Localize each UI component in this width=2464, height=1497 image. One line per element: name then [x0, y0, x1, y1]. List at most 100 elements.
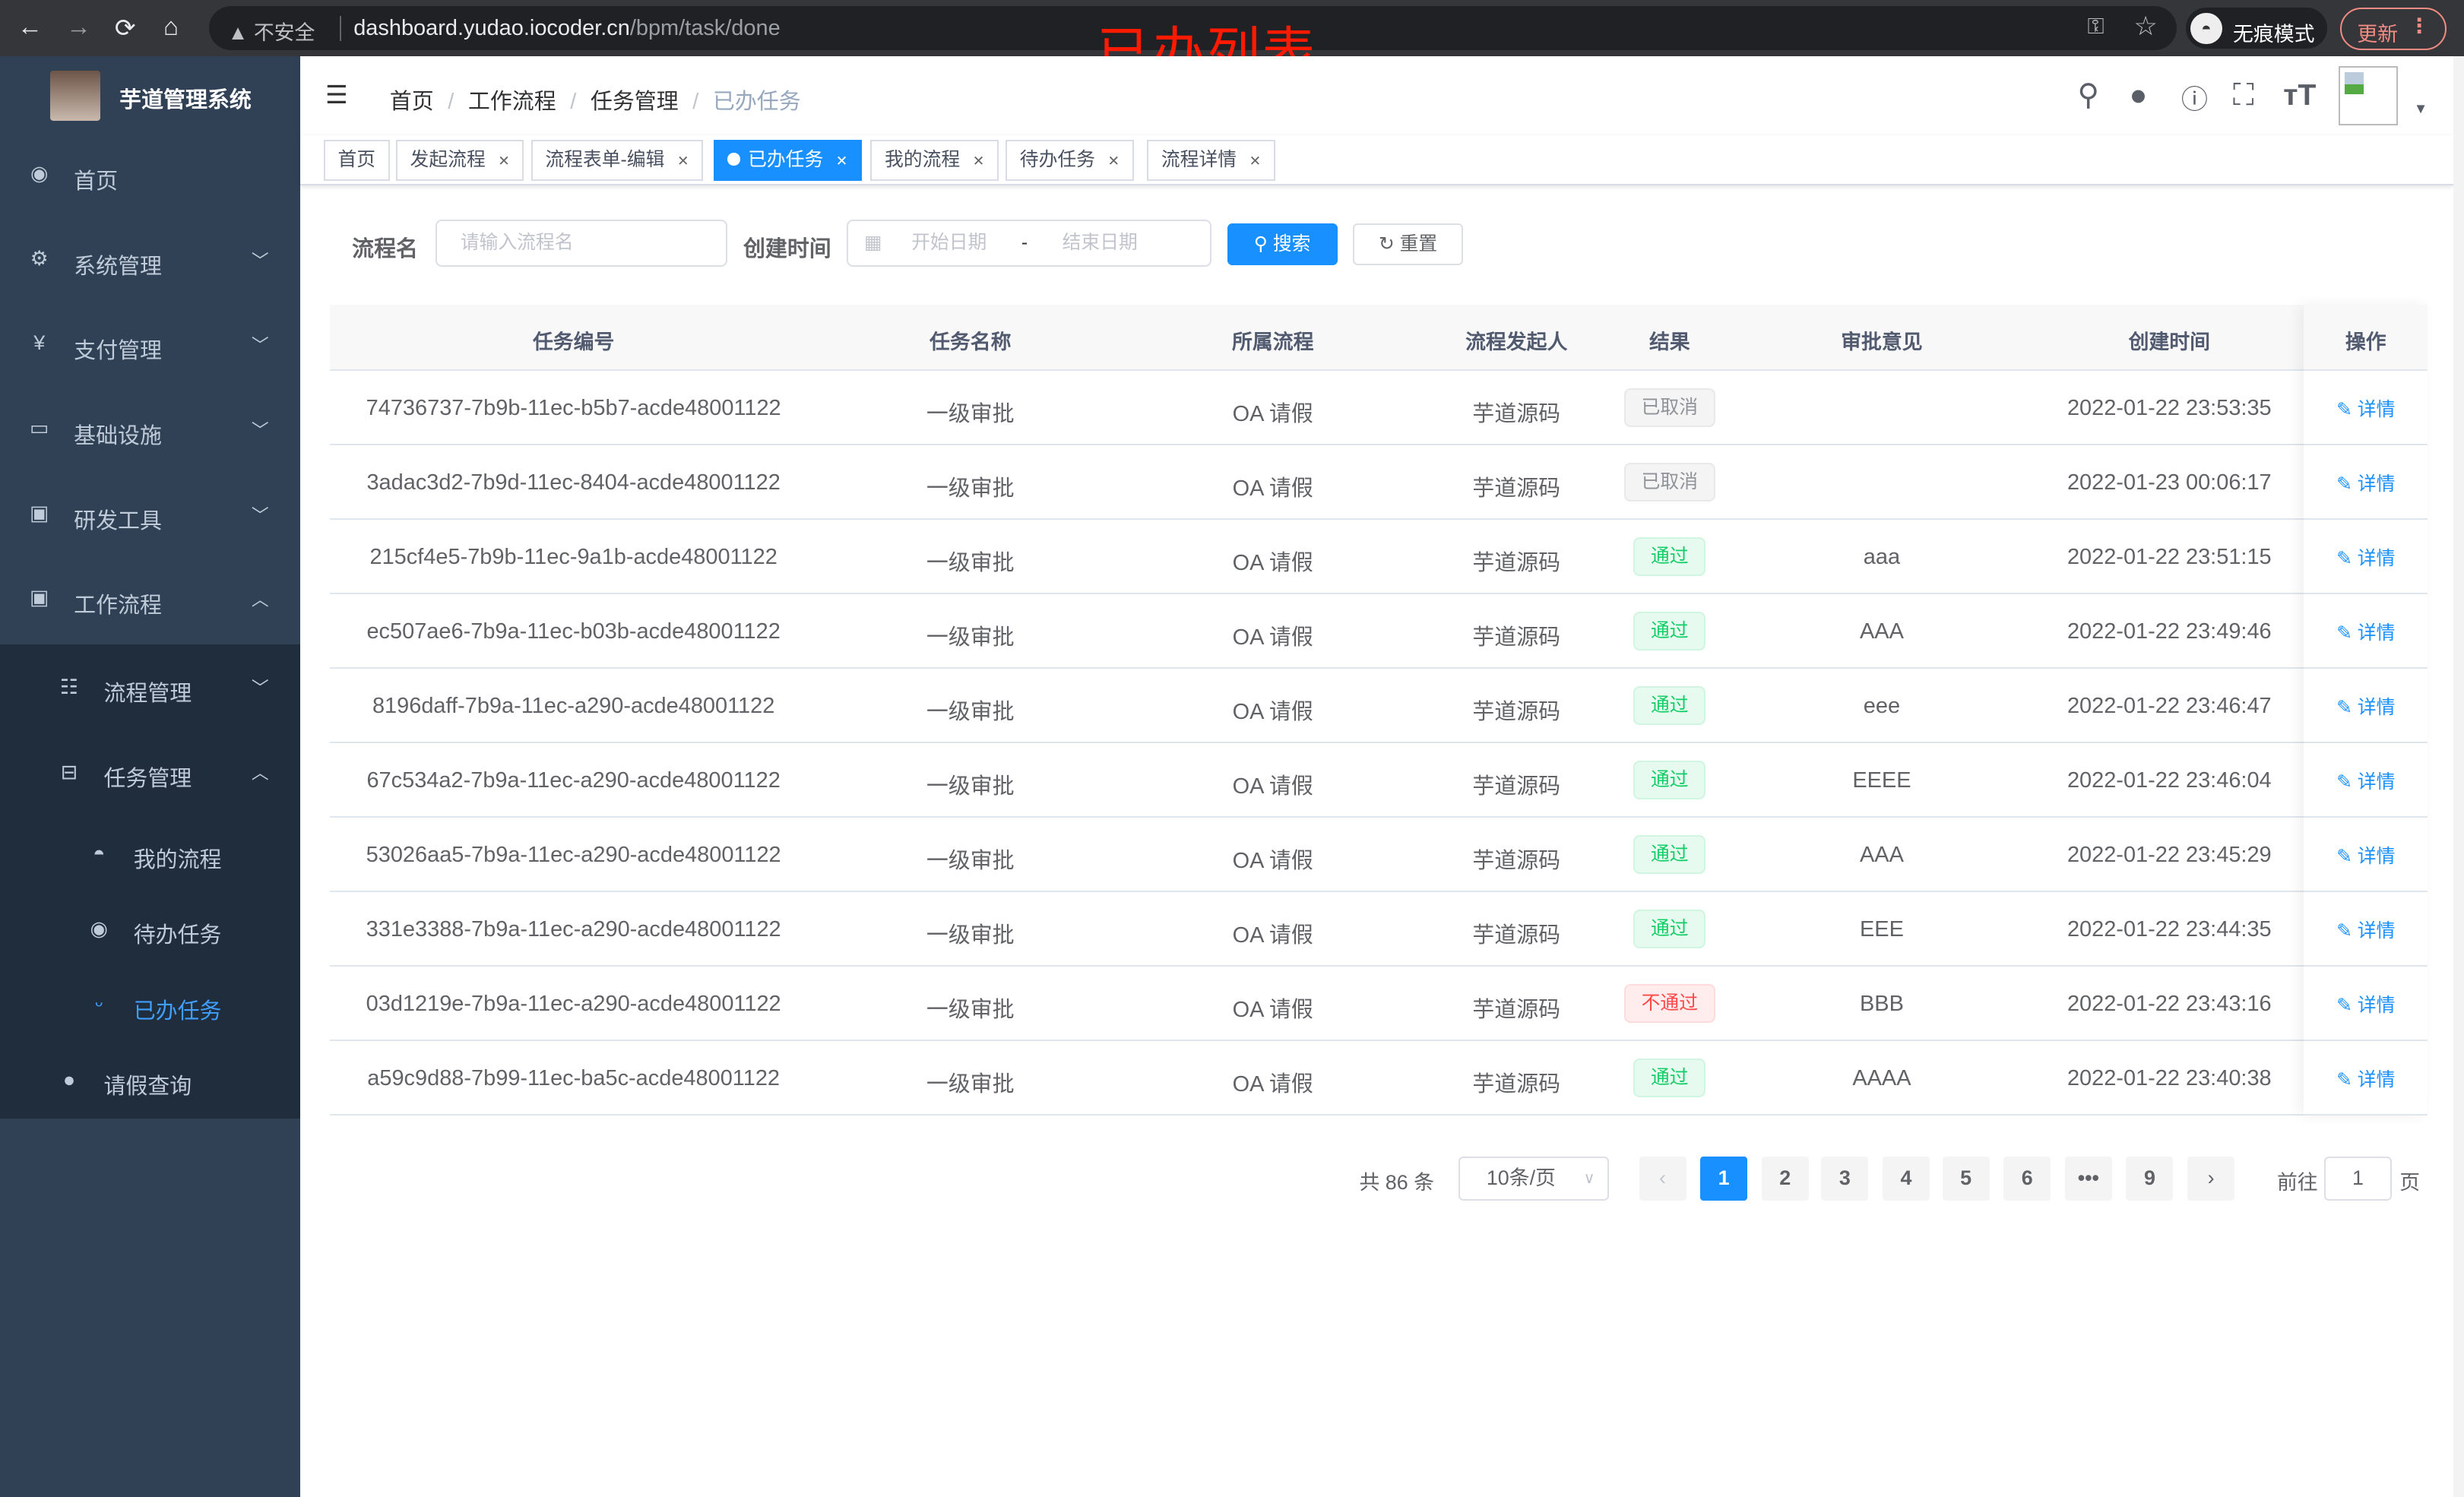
start-date-input[interactable]: 开始日期 [911, 233, 987, 254]
breadcrumb-item: 已办任务 [712, 89, 801, 114]
close-icon[interactable]: ✕ [972, 153, 985, 169]
close-icon[interactable]: ✕ [835, 153, 848, 169]
detail-button[interactable]: ✎ 详情 [2304, 841, 2428, 869]
search-button[interactable]: ⚲ 搜索 [1227, 223, 1338, 266]
detail-button[interactable]: ✎ 详情 [2304, 469, 2428, 496]
detail-button[interactable]: ✎ 详情 [2304, 990, 2428, 1018]
caret-down-icon[interactable]: ▼ [2413, 100, 2428, 117]
sidebar-item[interactable]: ¥ 支付管理 ﹀ [0, 305, 300, 390]
close-icon[interactable]: ✕ [498, 153, 510, 169]
table-cell: OA 请假 [1232, 402, 1313, 427]
tag-item[interactable]: 已办任务 ✕ [713, 140, 862, 181]
sidebar-item[interactable]: ▣ 研发工具 ﹀ [0, 474, 300, 559]
reset-button[interactable]: ↻ 重置 [1353, 223, 1463, 266]
table-row: 8196daff-7b9a-11ec-a290-acde48001122 一级审批… [330, 668, 2428, 743]
tag-item[interactable]: 发起流程 ✕ [396, 140, 524, 181]
sidebar-subitem[interactable]: ☷ 流程管理 ﹀ [0, 650, 300, 729]
page-button[interactable]: 9 [2126, 1156, 2174, 1201]
tag-item[interactable]: 流程表单-编辑 ✕ [530, 140, 704, 181]
sidebar-subitem[interactable]: ᵕ 已办任务 [0, 968, 300, 1046]
end-date-input[interactable]: 结束日期 [1062, 233, 1138, 254]
breadcrumb-item[interactable]: 首页 [389, 89, 434, 114]
page-button[interactable]: 2 [1761, 1156, 1809, 1201]
detail-button[interactable]: ✎ 详情 [2304, 692, 2428, 720]
page-button[interactable]: 5 [1942, 1156, 1990, 1201]
goto-page-input[interactable]: 1 [2323, 1156, 2392, 1201]
address-bar[interactable]: ▲ 不安全 dashboard.yudao.iocoder.cn/bpm/tas… [208, 6, 2177, 51]
chevron-down-icon: ﹀ [251, 419, 269, 440]
status-badge: 通过 [1633, 536, 1706, 577]
list-icon: ☷ [59, 676, 78, 699]
sidebar-item[interactable]: ◉ 首页 [0, 135, 300, 220]
page-button[interactable]: 1 [1700, 1156, 1748, 1201]
sidebar-item-label: 基础设施 [74, 423, 162, 448]
page-size-select[interactable]: 10条/页 ∨ [1458, 1156, 1610, 1201]
sidebar-subitem[interactable]: ● 请假查询 [0, 1043, 300, 1122]
incognito-label: 无痕模式 [2233, 22, 2315, 46]
close-icon[interactable]: ✕ [1107, 153, 1120, 169]
sidebar-item[interactable]: ⚙ 系统管理 ﹀ [0, 220, 300, 305]
scrollbar[interactable] [2453, 56, 2464, 1497]
sidebar-item[interactable]: ▭ 基础设施 ﹀ [0, 390, 300, 475]
sidebar-item[interactable]: ▣ 工作流程 ︿ [0, 559, 300, 644]
sidebar-subitem[interactable]: ⊟ 任务管理 ︿ [0, 736, 300, 814]
prev-page-button[interactable]: ‹ [1639, 1156, 1686, 1201]
detail-button[interactable]: ✎ 详情 [2304, 543, 2428, 571]
sidebar-subitem[interactable]: ◓ 我的流程 [0, 817, 300, 895]
close-icon[interactable]: ✕ [1249, 153, 1262, 169]
home-icon[interactable]: ⌂ [163, 12, 179, 41]
result-cell: 已取消 [1610, 445, 1728, 519]
star-icon[interactable]: ☆ [2133, 11, 2158, 42]
table-cell: 2022-01-22 23:45:29 [2067, 843, 2272, 868]
detail-button[interactable]: ✎ 详情 [2304, 1065, 2428, 1092]
process-name-input[interactable]: 请输入流程名 [435, 220, 728, 267]
incognito-badge[interactable]: ◓ 无痕模式 [2186, 8, 2328, 49]
table-cell: a59c9d88-7b99-11ec-ba5c-acde48001122 [367, 1066, 781, 1091]
detail-button[interactable]: ✎ 详情 [2304, 916, 2428, 943]
fullscreen-icon[interactable]: ⛶ [2233, 78, 2254, 112]
table-cell: 2022-01-22 23:53:35 [2067, 396, 2272, 421]
forward-icon[interactable]: → [65, 12, 91, 41]
result-cell: 通过 [1610, 669, 1728, 742]
tag-item[interactable]: 流程详情 ✕ [1147, 140, 1275, 181]
table-row: 67c534a2-7b9a-11ec-a290-acde48001122 一级审批… [330, 742, 2428, 818]
table-cell: 一级审批 [926, 700, 1015, 725]
detail-button[interactable]: ✎ 详情 [2304, 767, 2428, 794]
search-icon[interactable]: ⚲ [2077, 78, 2100, 112]
broken-image-icon [2344, 72, 2364, 94]
help-icon[interactable]: ⓘ [2181, 85, 2208, 116]
detail-button[interactable]: ✎ 详情 [2304, 618, 2428, 645]
table-cell: 芋道源码 [1472, 551, 1561, 576]
avatar[interactable] [2338, 65, 2399, 126]
github-icon[interactable]: ● [2129, 78, 2148, 112]
table-cell: 一级审批 [926, 998, 1015, 1023]
tag-item[interactable]: 待办任务 ✕ [1006, 140, 1134, 181]
tag-item[interactable]: 我的流程 ✕ [870, 140, 999, 181]
date-range-picker[interactable]: ▦ 开始日期 - 结束日期 [847, 220, 1212, 267]
page-button[interactable]: 6 [2003, 1156, 2051, 1201]
table-cell: 3adac3d2-7b9d-11ec-8404-acde48001122 [366, 470, 781, 495]
back-icon[interactable]: ← [17, 12, 43, 41]
table-cell: 53026aa5-7b9a-11ec-a290-acde48001122 [366, 843, 781, 868]
security-warning[interactable]: ▲ 不安全 [227, 21, 315, 44]
detail-button[interactable]: ✎ 详情 [2304, 394, 2428, 422]
sidebar-subitem[interactable]: ◉ 待办任务 [0, 892, 300, 970]
reload-icon[interactable]: ⟳ [114, 14, 136, 43]
update-button[interactable]: 更新 ⋮ [2339, 8, 2447, 51]
table-cell: 一级审批 [926, 625, 1015, 650]
close-icon[interactable]: ✕ [676, 153, 689, 169]
table-cell: 215cf4e5-7b9b-11ec-9a1b-acde48001122 [369, 545, 778, 570]
page-button[interactable]: 3 [1821, 1156, 1869, 1201]
next-page-button[interactable]: › [2187, 1156, 2235, 1201]
hamburger-icon[interactable]: ☰ [325, 81, 348, 110]
table-cell: 芋道源码 [1472, 923, 1561, 948]
url-text[interactable]: dashboard.yudao.iocoder.cn/bpm/task/done [353, 16, 780, 41]
font-size-icon[interactable]: тT [2283, 78, 2317, 112]
key-icon[interactable]: ⚿ [2087, 14, 2105, 39]
page-button[interactable]: 4 [1882, 1156, 1930, 1201]
table-cell: OA 请假 [1232, 625, 1313, 650]
table-cell: AAAA [1852, 1066, 1911, 1091]
tag-item[interactable]: 首页 [323, 140, 390, 181]
sidebar-subitem-label: 待办任务 [133, 923, 222, 948]
page-button[interactable]: ••• [2064, 1156, 2112, 1201]
